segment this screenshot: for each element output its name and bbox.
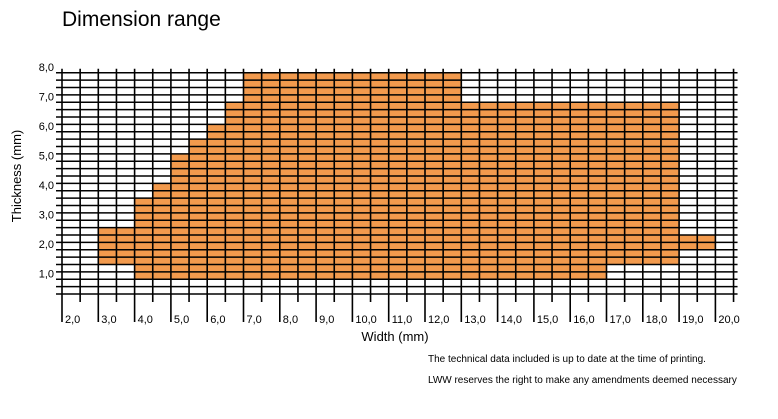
y-tick-label: 3,0 <box>39 209 54 221</box>
chart-grid <box>56 68 738 322</box>
y-tick-label: 4,0 <box>39 180 54 192</box>
x-tick-label: 14,0 <box>501 314 522 326</box>
x-tick-label: 9,0 <box>319 314 334 326</box>
x-tick-label: 17,0 <box>610 314 631 326</box>
x-tick-label: 19,0 <box>682 314 703 326</box>
x-tick-label: 7,0 <box>247 314 262 326</box>
x-tick-label: 12,0 <box>428 314 449 326</box>
y-tick-label: 2,0 <box>39 239 54 251</box>
y-tick-label: 7,0 <box>39 91 54 103</box>
range-cell <box>98 227 117 265</box>
x-tick-label: 4,0 <box>138 314 153 326</box>
x-tick-label: 8,0 <box>283 314 298 326</box>
x-tick-label: 20,0 <box>718 314 739 326</box>
y-tick-labels: 1,0 2,0 3,0 4,0 5,0 6,0 7,0 8,0 <box>39 62 54 281</box>
y-tick-label: 1,0 <box>39 268 54 280</box>
y-axis-label: Thickness (mm) <box>9 130 24 222</box>
x-tick-label: 2,0 <box>65 314 80 326</box>
range-cell <box>116 227 135 265</box>
x-tick-label: 6,0 <box>210 314 225 326</box>
y-tick-label: 5,0 <box>39 150 54 162</box>
range-cell <box>189 139 208 280</box>
footnote-amendments: LWW reserves the right to make any amend… <box>428 375 737 386</box>
x-tick-label: 11,0 <box>392 314 413 326</box>
range-cell <box>152 183 171 280</box>
x-axis-label: Width (mm) <box>361 329 428 344</box>
x-tick-label: 16,0 <box>573 314 594 326</box>
y-tick-label: 8,0 <box>39 62 54 74</box>
range-cell <box>134 198 153 280</box>
range-cell <box>207 124 226 280</box>
x-tick-label: 15,0 <box>537 314 558 326</box>
x-tick-labels: 2,0 3,0 4,0 5,0 6,0 7,0 8,0 9,0 10,0 11,0 12,0 13,0… <box>65 314 740 326</box>
y-tick-label: 6,0 <box>39 121 54 133</box>
x-tick-label: 18,0 <box>646 314 667 326</box>
x-tick-label: 10,0 <box>355 314 376 326</box>
range-cell <box>170 153 190 280</box>
chart-title: Dimension range <box>62 8 221 31</box>
x-tick-label: 13,0 <box>464 314 485 326</box>
x-tick-label: 5,0 <box>174 314 189 326</box>
x-tick-label: 3,0 <box>101 314 116 326</box>
footnote-printing: The technical data included is up to dat… <box>428 354 706 365</box>
